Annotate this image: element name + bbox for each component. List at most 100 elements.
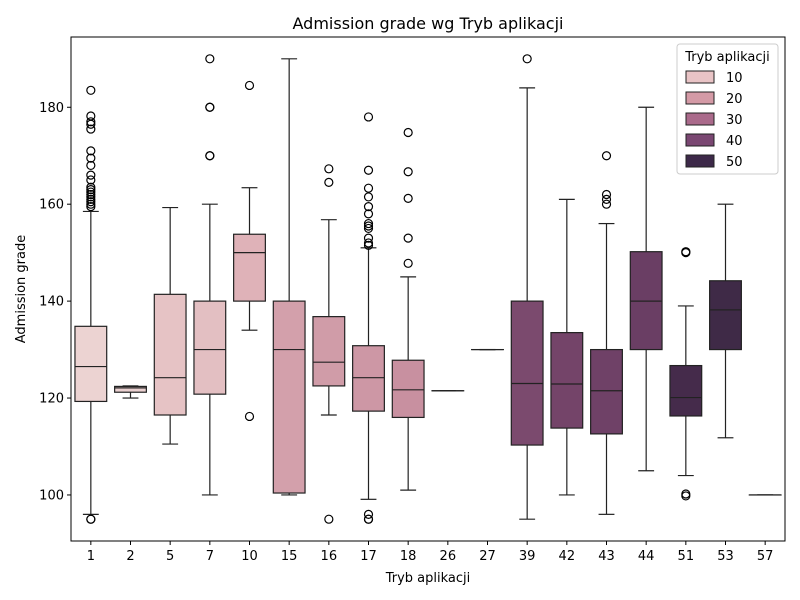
x-tick-label: 39 (519, 549, 536, 564)
x-tick-label: 18 (400, 549, 417, 564)
legend-entry-40: 40 (685, 133, 743, 149)
legend-swatch (685, 154, 715, 168)
box-body (590, 348, 623, 435)
outlier-point (363, 509, 374, 519)
box-body (391, 359, 425, 419)
outlier-point (522, 54, 532, 64)
outlier-point (324, 177, 334, 187)
x-tick-label: 53 (717, 549, 734, 564)
box-body (272, 300, 306, 494)
box-1 (74, 85, 108, 524)
outlier-point (86, 111, 96, 121)
x-tick-label: 15 (281, 549, 298, 564)
outlier-point (601, 151, 612, 161)
outlier-point (86, 194, 96, 204)
outlier-point (363, 192, 374, 202)
box-39 (510, 54, 544, 520)
outlier-point (86, 182, 96, 192)
outlier-point (363, 218, 374, 229)
outlier-point (363, 183, 374, 193)
x-tick-label: 43 (598, 549, 615, 564)
outlier-point (601, 189, 612, 200)
box-body (352, 345, 385, 412)
x-tick-label: 27 (479, 549, 496, 564)
box-body (193, 300, 227, 395)
outlier-point (403, 167, 413, 177)
outlier-point (86, 160, 96, 171)
box-18 (391, 127, 425, 491)
plot-frame (70, 36, 786, 542)
x-tick-label: 42 (559, 549, 576, 564)
box-2 (114, 385, 147, 399)
outlier-point (363, 240, 374, 250)
box-body (233, 233, 266, 302)
x-tick-label: 10 (241, 549, 258, 564)
box-body (669, 364, 703, 417)
outlier-point (363, 202, 374, 212)
y-tick-label: 140 (39, 295, 64, 310)
box-17 (352, 112, 385, 524)
x-tick-label: 2 (126, 549, 134, 564)
outlier-point (403, 193, 413, 203)
box-body (312, 316, 346, 387)
legend-entry-30: 30 (685, 112, 743, 128)
box-44 (629, 106, 663, 472)
outlier-point (86, 202, 96, 212)
y-tick-label: 100 (39, 488, 64, 503)
box-15 (272, 58, 306, 496)
outlier-point (363, 209, 374, 219)
legend-label: 20 (726, 92, 743, 107)
y-tick-label: 160 (39, 198, 64, 213)
x-tick-label: 51 (678, 549, 695, 564)
legend-label: 40 (726, 134, 743, 149)
legend-swatch (685, 133, 715, 147)
outlier-point (86, 124, 96, 134)
outlier-point (244, 80, 255, 91)
outlier-point (363, 112, 374, 122)
outlier-point (601, 194, 612, 204)
outlier-point (86, 187, 96, 197)
outlier-point (324, 514, 334, 524)
outlier-point (86, 199, 96, 209)
box-body (510, 300, 544, 446)
legend-label: 50 (726, 155, 743, 170)
box-body (74, 325, 108, 403)
outlier-point (86, 192, 96, 202)
box-body (709, 280, 742, 351)
legend-entry-10: 10 (685, 70, 743, 86)
x-tick-label: 7 (206, 549, 214, 564)
x-tick-label: 26 (440, 549, 457, 564)
y-axis-label: Admission grade (14, 235, 29, 344)
legend-swatch (685, 112, 715, 126)
outlier-point (403, 127, 413, 138)
outlier-point (244, 411, 255, 422)
box-body (550, 332, 584, 429)
box-43 (590, 151, 623, 515)
box-53 (709, 203, 742, 439)
x-tick-label: 16 (321, 549, 338, 564)
outlier-point (205, 54, 215, 64)
chart-title: Admission grade wg Tryb aplikacji (293, 14, 564, 33)
outlier-point (363, 223, 374, 234)
outlier-point (363, 165, 374, 175)
y-tick-label: 120 (39, 392, 64, 407)
outlier-point (86, 153, 96, 163)
box-51 (669, 247, 703, 501)
outlier-point (86, 85, 96, 95)
outlier-point (86, 514, 96, 524)
box-7 (193, 54, 227, 496)
x-tick-label: 5 (166, 549, 174, 564)
legend-swatch (685, 70, 715, 84)
y-tick-label: 180 (39, 101, 64, 116)
box-16 (312, 164, 346, 524)
box-42 (550, 198, 584, 496)
legend-title: Tryb aplikacji (684, 50, 770, 65)
outlier-point (205, 151, 215, 161)
outlier-point (403, 258, 413, 268)
outlier-point (86, 117, 96, 127)
legend-label: 30 (726, 113, 743, 128)
outlier-point (86, 185, 96, 195)
box-body (114, 385, 147, 393)
x-tick-label: 1 (87, 549, 95, 564)
x-tick-label: 57 (757, 549, 774, 564)
